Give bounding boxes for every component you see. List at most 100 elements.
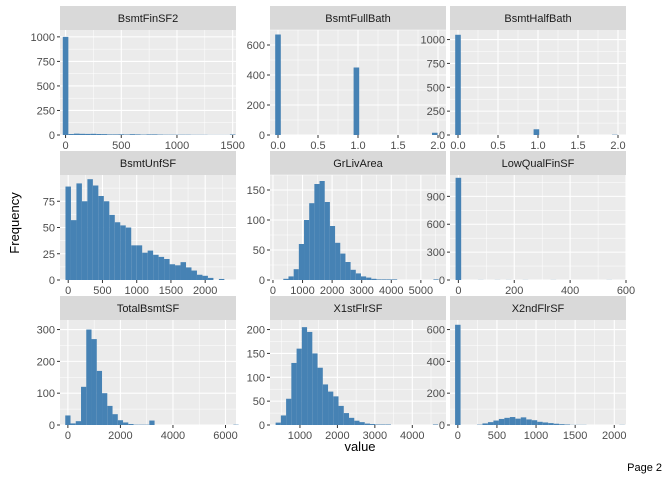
histogram-bar <box>345 262 351 280</box>
histogram-bar <box>98 196 104 280</box>
y-tick-label: 0 <box>439 275 445 287</box>
facet-strip <box>60 151 236 175</box>
histogram-bar <box>147 250 154 280</box>
histogram-bar <box>65 186 71 280</box>
y-tick-label: 200 <box>247 100 265 112</box>
x-tick-label: 500 <box>112 140 130 152</box>
histogram-bar <box>112 414 118 425</box>
y-tick-label: 600 <box>247 40 265 52</box>
y-tick-label: 200 <box>427 388 445 400</box>
x-tick-label: 2.0 <box>430 140 445 152</box>
histogram-bar <box>175 265 181 280</box>
histogram-bar <box>504 417 510 425</box>
histogram-bar <box>207 277 214 280</box>
histogram-bar <box>68 134 74 135</box>
histogram-bar <box>392 279 398 280</box>
histogram-bar <box>76 183 82 280</box>
facet-strip <box>450 151 626 175</box>
histogram-bar <box>164 259 170 280</box>
x-tick-label: 200 <box>505 285 523 297</box>
x-tick-label: 0.5 <box>490 140 505 152</box>
x-tick-label: 1.5 <box>570 140 585 152</box>
x-tick-label: 0 <box>65 285 71 297</box>
histogram-bar <box>191 270 197 280</box>
x-tick-label: 1500 <box>563 430 587 442</box>
y-tick-label: 200 <box>37 356 55 368</box>
facet-strip <box>60 296 236 320</box>
y-tick-label: 900 <box>427 191 445 203</box>
histogram-bar <box>366 277 372 280</box>
facet-strip-label: X1stFlrSF <box>334 303 383 315</box>
y-tick-label: 250 <box>427 106 445 118</box>
histogram-bar <box>433 279 439 280</box>
histogram-bar <box>314 184 320 280</box>
histogram-bar <box>371 278 377 280</box>
x-tick-label: 1500 <box>220 140 244 152</box>
x-tick-label: 600 <box>617 285 635 297</box>
y-tick-label: 50 <box>253 245 265 257</box>
histogram-bar <box>92 185 99 280</box>
histogram-bar <box>186 267 192 280</box>
x-axis-title: value <box>344 439 375 454</box>
facet-strip-label: BsmtFullBath <box>325 13 390 25</box>
histogram-bar <box>531 420 538 425</box>
histogram-bar <box>455 177 462 280</box>
histogram-bar <box>81 201 88 280</box>
x-tick-label: 2000 <box>320 285 344 297</box>
y-tick-label: 200 <box>247 325 265 337</box>
y-tick-label: 400 <box>247 70 265 82</box>
x-tick-label: 500 <box>488 430 506 442</box>
histogram-bar <box>298 244 305 280</box>
histogram-bar <box>180 262 187 280</box>
y-tick-label: 400 <box>427 356 445 368</box>
histogram-bar <box>515 418 521 425</box>
histogram-bar <box>537 421 543 425</box>
y-tick-label: 750 <box>427 58 445 70</box>
histogram-bar <box>202 275 208 280</box>
histogram-bar <box>455 34 461 135</box>
histogram-bar <box>158 256 165 280</box>
y-tick-label: 0 <box>259 275 265 287</box>
y-tick-label: 1000 <box>421 35 445 47</box>
histogram-bar <box>354 420 360 425</box>
histogram-bar <box>520 417 527 425</box>
histogram-bar <box>286 398 292 425</box>
histogram-bar <box>65 415 71 425</box>
histogram-bar <box>542 422 549 425</box>
histogram-bar <box>136 245 143 280</box>
histogram-bar <box>333 396 339 425</box>
histogram-bar <box>275 34 281 135</box>
x-tick-label: 0 <box>455 285 461 297</box>
histogram-bar <box>169 264 176 280</box>
x-tick-label: 500 <box>93 285 111 297</box>
histogram-bar <box>196 274 203 280</box>
histogram-bar <box>304 220 310 280</box>
x-tick-label: 0.5 <box>310 140 325 152</box>
histogram-bar <box>338 405 344 425</box>
facet-strip-label: TotalBsmtSF <box>117 303 180 315</box>
histogram-bar <box>70 423 76 425</box>
histogram-bar <box>309 203 315 280</box>
histogram-bar <box>350 269 356 280</box>
y-tick-label: 250 <box>37 105 55 117</box>
histogram-bar <box>120 225 126 280</box>
histogram-bar <box>301 327 308 425</box>
x-tick-label: 1000 <box>290 285 314 297</box>
y-tick-label: 100 <box>247 215 265 227</box>
y-tick-label: 50 <box>43 223 55 235</box>
x-tick-label: 0 <box>65 430 71 442</box>
histogram-bar <box>85 133 91 135</box>
y-tick-label: 750 <box>37 56 55 68</box>
histogram-bar <box>73 133 80 135</box>
histogram-bar <box>359 422 365 425</box>
histogram-bar <box>328 391 334 425</box>
histogram-bar <box>293 269 299 280</box>
y-tick-label: 300 <box>37 325 55 337</box>
histogram-bar <box>280 415 287 425</box>
histogram-bar <box>307 331 313 425</box>
histogram-bar <box>117 420 124 425</box>
facet-panel-bsmtfinsf2: BsmtFinSF2 0 250 500 750 1000 0 500 1000 1500 <box>31 6 245 152</box>
histogram-bar <box>129 134 136 135</box>
